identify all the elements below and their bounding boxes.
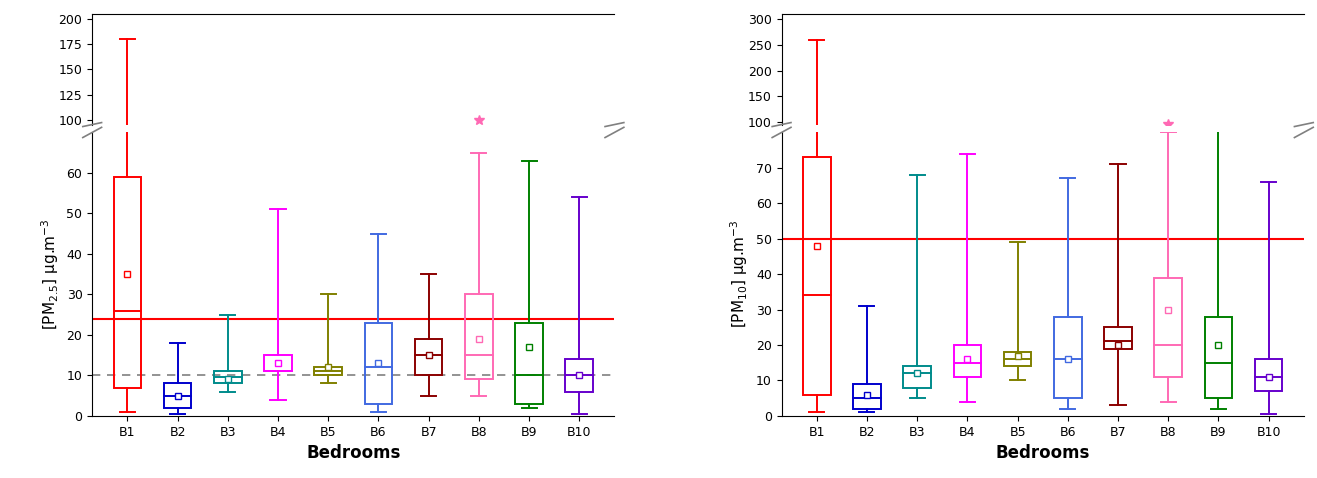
Bar — [1004, 164, 1031, 166]
Bar — [954, 345, 981, 377]
Bar — [1004, 352, 1031, 366]
Bar — [515, 197, 543, 217]
Bar — [415, 339, 443, 375]
Bar — [1104, 161, 1131, 163]
Bar — [954, 163, 981, 168]
Bar — [113, 177, 141, 388]
Bar — [465, 190, 493, 211]
X-axis label: Bedrooms: Bedrooms — [996, 444, 1090, 462]
Bar — [1255, 165, 1283, 170]
Bar — [415, 201, 443, 210]
Bar — [1205, 159, 1233, 171]
Bar — [265, 205, 292, 209]
X-axis label: Bedrooms: Bedrooms — [306, 444, 400, 462]
Bar — [265, 355, 292, 371]
Bar — [1155, 278, 1183, 377]
Bar — [853, 169, 881, 172]
Bar — [365, 323, 392, 404]
Bar — [853, 384, 881, 409]
Bar — [903, 166, 931, 169]
Bar — [365, 197, 392, 217]
Y-axis label: [PM$_{2.5}$] μg.m$^{-3}$: [PM$_{2.5}$] μg.m$^{-3}$ — [40, 218, 61, 330]
Bar — [903, 366, 931, 388]
Bar — [1104, 327, 1131, 348]
Bar — [1155, 153, 1183, 168]
Bar — [113, 161, 141, 213]
Bar — [1205, 316, 1233, 398]
Bar — [163, 212, 191, 218]
Bar — [315, 367, 342, 375]
Bar — [1255, 359, 1283, 391]
Bar — [515, 323, 543, 404]
Bar — [1054, 159, 1081, 171]
Bar — [465, 294, 493, 380]
Y-axis label: [PM$_{10}$] μg.m$^{-3}$: [PM$_{10}$] μg.m$^{-3}$ — [728, 220, 751, 328]
Bar — [803, 157, 831, 395]
Bar — [565, 359, 593, 391]
Bar — [213, 209, 241, 212]
Bar — [315, 208, 342, 210]
Bar — [213, 371, 241, 383]
Bar — [1054, 316, 1081, 398]
Bar — [803, 136, 831, 170]
Bar — [565, 206, 593, 214]
Bar — [163, 383, 191, 408]
